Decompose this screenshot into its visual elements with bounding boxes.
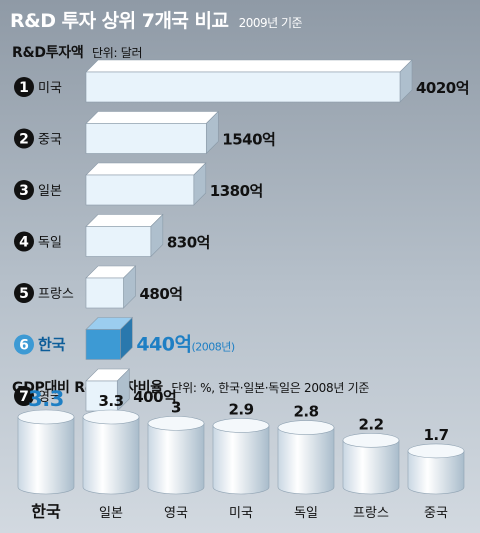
ratio-country-label: 일본 [99, 506, 123, 521]
ratio-value-label: 2.8 [293, 403, 318, 421]
country-label: 미국 [38, 81, 62, 96]
rank-number: 1 [19, 80, 29, 96]
ratio-value-label: 2.2 [358, 415, 383, 433]
cylinder-top [212, 418, 270, 433]
ratio-cylinder [147, 423, 205, 495]
rank-number: 3 [19, 183, 29, 199]
rank-badge [14, 180, 34, 200]
investment-bar [85, 329, 121, 360]
rank-badge [14, 386, 34, 406]
country-label: 영국 [38, 390, 62, 405]
rank-number: 6 [19, 338, 29, 354]
ratio-cylinder [82, 416, 140, 495]
ratio-cylinder [407, 450, 465, 495]
rank-number: 2 [19, 132, 29, 148]
ratio-cylinder [342, 440, 400, 495]
cylinder-top [147, 416, 205, 431]
ratio-value-label: 3.3 [28, 387, 64, 411]
title-text: R&D 투자 상위 7개국 비교 [10, 10, 229, 32]
cylinder-top [407, 443, 465, 459]
value-label: 1380억 [210, 182, 263, 200]
rank-badge [14, 77, 34, 97]
rank-number: 4 [19, 235, 29, 251]
investment-bar [85, 71, 401, 103]
country-label: 독일 [38, 236, 62, 251]
title-subtitle: 2009년 기준 [238, 16, 303, 30]
ratio-country-label: 독일 [294, 506, 318, 521]
ratio-country-label: 중국 [424, 506, 448, 521]
ratio-cylinder [212, 425, 270, 495]
rank-number: 5 [19, 286, 29, 302]
value-note: (2008년) [192, 341, 235, 354]
country-label: 중국 [38, 133, 62, 148]
value-label: 1540억 [222, 131, 275, 149]
rank-badge [14, 231, 34, 252]
cylinder-top [82, 409, 140, 425]
cylinder-top [277, 420, 335, 435]
country-label: 한국 [38, 336, 66, 354]
cylinder-top [17, 409, 75, 425]
value-label: 830억 [167, 234, 210, 252]
ratio-country-label: 한국 [31, 502, 61, 521]
investment-bar [85, 380, 118, 412]
investment-chart-unit: 단위: 달러 [92, 46, 143, 60]
bar-top-face [85, 214, 164, 227]
ratio-country-label: 영국 [164, 506, 188, 521]
rank-badge [14, 283, 34, 303]
investment-bar [85, 226, 152, 257]
country-label: 프랑스 [38, 287, 74, 302]
bar-top-face [85, 59, 413, 73]
value-label: 4020억 [416, 79, 469, 97]
ratio-country-label: 프랑스 [353, 506, 389, 521]
investment-bar [85, 277, 124, 309]
bar-top-face [85, 111, 220, 124]
rank-number: 7 [19, 389, 29, 405]
ratio-value-label: 3.3 [98, 392, 123, 410]
rank-badge [14, 128, 34, 149]
country-label: 일본 [38, 184, 62, 199]
value-label: 440억(2008년) [136, 334, 235, 356]
page-title: R&D 투자 상위 7개국 비교 2009년 기준 [10, 6, 303, 33]
value-label: 480억 [139, 285, 182, 303]
investment-chart-heading: R&D투자액 단위: 달러 [12, 42, 143, 62]
ratio-cylinder [17, 416, 75, 495]
ratio-cylinder [277, 427, 335, 495]
value-label: 400억 [133, 388, 176, 406]
cylinder-top [342, 433, 400, 448]
ratio-value-label: 3 [171, 398, 181, 416]
ratio-country-label: 미국 [229, 506, 253, 521]
investment-bar [85, 123, 207, 154]
ratio-chart-unit: 단위: %, 한국·일본·독일은 2008년 기준 [171, 381, 370, 395]
investment-chart-title: R&D투자액 [12, 45, 84, 61]
rank-badge [14, 334, 34, 355]
bar-top-face [85, 162, 207, 176]
ratio-value-label: 2.9 [228, 400, 253, 418]
investment-bar [85, 174, 195, 206]
ratio-value-label: 1.7 [423, 426, 448, 444]
